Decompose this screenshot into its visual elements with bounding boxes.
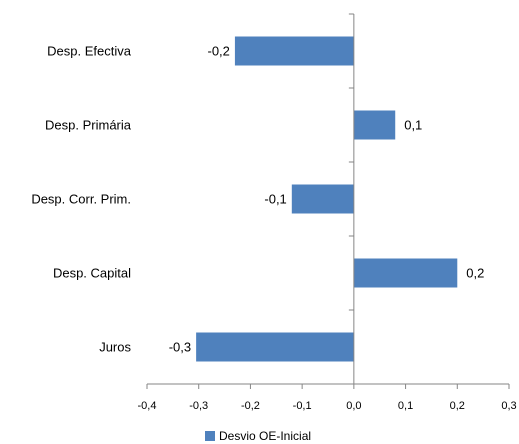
x-tick-label-7: 0,3 xyxy=(501,400,516,412)
legend: Desvio OE-Inicial xyxy=(205,429,311,443)
category-label-0: Desp. Efectiva xyxy=(47,44,132,59)
axis-layer xyxy=(146,13,510,389)
bar-3 xyxy=(353,258,458,288)
data-label-2: -0,1 xyxy=(264,192,286,207)
x-tick-label-2: -0,2 xyxy=(241,400,260,412)
labels-layer: Desp. Efectiva -0,2 Desp. Primária 0,1 Desp.… xyxy=(31,44,516,413)
x-tick-label-4: 0,0 xyxy=(346,400,361,412)
x-tick-label-1: -0,3 xyxy=(189,400,208,412)
legend-swatch xyxy=(205,431,215,441)
category-label-2: Desp. Corr. Prim. xyxy=(31,192,131,207)
data-label-0: -0,2 xyxy=(208,44,230,59)
x-tick-label-0: -0,4 xyxy=(138,400,157,412)
category-label-1: Desp. Primária xyxy=(45,118,132,133)
x-tick-label-6: 0,2 xyxy=(450,400,465,412)
data-label-1: 0,1 xyxy=(404,118,422,133)
legend-label: Desvio OE-Inicial xyxy=(219,429,311,443)
category-label-3: Desp. Capital xyxy=(53,266,131,281)
bar-1 xyxy=(353,110,396,140)
category-label-4: Juros xyxy=(99,340,131,355)
data-label-3: 0,2 xyxy=(466,266,484,281)
bar-0 xyxy=(234,36,354,66)
bars-layer xyxy=(196,36,458,362)
data-label-4: -0,3 xyxy=(169,340,191,355)
bar-2 xyxy=(291,184,354,214)
x-tick-label-3: -0,1 xyxy=(293,400,312,412)
x-tick-label-5: 0,1 xyxy=(398,400,413,412)
bar-4 xyxy=(196,332,354,362)
